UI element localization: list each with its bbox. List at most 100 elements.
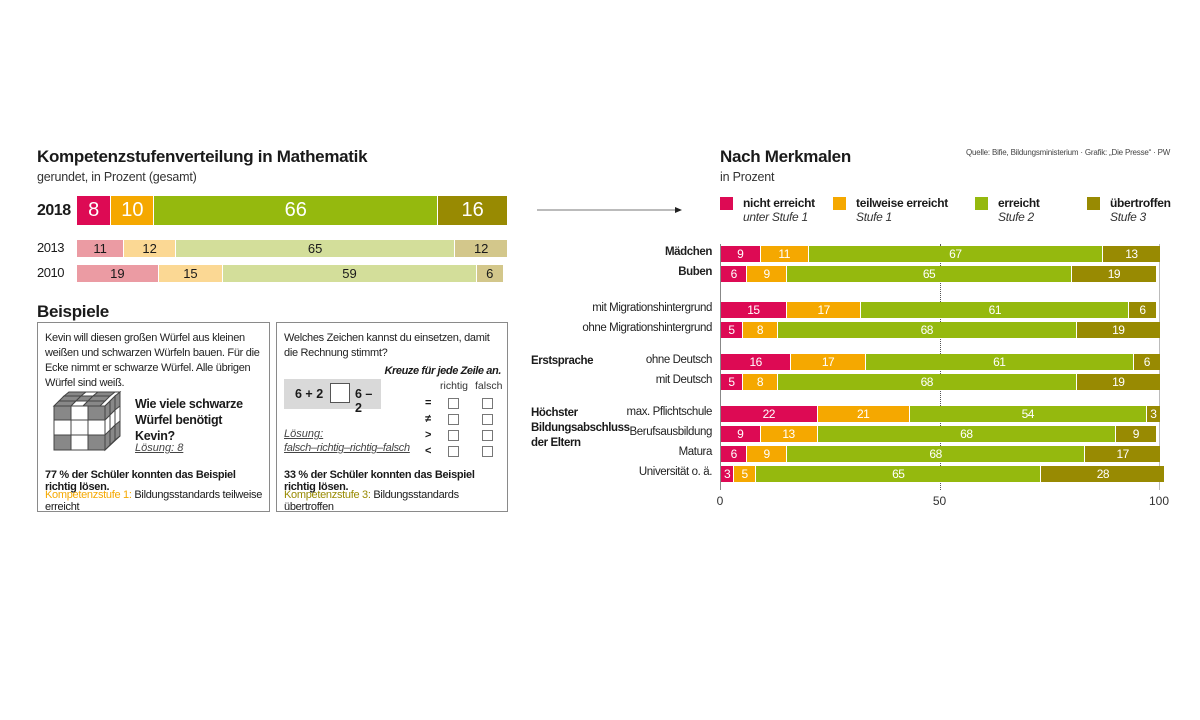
legend-item: teilweise erreicht Stufe 1 xyxy=(833,196,948,224)
checkbox-falsch[interactable] xyxy=(482,414,493,425)
legend-title: nicht erreicht xyxy=(743,196,815,210)
legend-swatch xyxy=(720,197,733,210)
bar-segment: 65 xyxy=(175,240,456,257)
column-richtig: richtig xyxy=(440,380,469,392)
equation-left: 6 + 2 xyxy=(295,387,324,401)
category-label: max. Pflichtschule xyxy=(626,406,713,418)
category-label: Mädchen xyxy=(664,246,712,258)
bar-segment: 16 xyxy=(438,196,507,225)
example-1-text: Kevin will diesen großen Würfel aus klei… xyxy=(45,332,260,389)
bar-segment: 5 xyxy=(721,374,743,390)
right-chart-subtitle: in Prozent xyxy=(720,170,775,184)
bar-row: 9 11 67 13 xyxy=(721,246,1160,262)
checkbox-richtig[interactable] xyxy=(448,430,459,441)
checkbox-falsch[interactable] xyxy=(482,398,493,409)
legend-title: erreicht xyxy=(998,196,1040,210)
comparison-symbol: < xyxy=(425,445,432,457)
bar-segment: 6 xyxy=(476,265,503,282)
bar-row-2010: 19 15 59 6 xyxy=(77,265,503,282)
group-label-bildung: Höchster Bildungsabschluss der Eltern xyxy=(531,407,630,449)
bar-segment: 21 xyxy=(817,406,910,422)
bar-segment: 9 xyxy=(747,266,787,282)
legend-subtitle: unter Stufe 1 xyxy=(743,210,808,224)
year-label: 2010 xyxy=(37,264,64,280)
example-2-result: 33 % der Schüler konnten das Beispiel ri… xyxy=(284,469,475,493)
comparison-symbol: ≠ xyxy=(425,413,432,425)
bar-segment: 9 xyxy=(747,446,787,462)
bar-segment: 17 xyxy=(786,302,862,318)
right-chart-title: Nach Merkmalen xyxy=(720,147,851,166)
left-chart-title: Kompetenzstufenverteilung in Mathematik xyxy=(37,147,368,166)
bar-row: 16 17 61 6 xyxy=(721,354,1160,370)
bar-segment: 19 xyxy=(77,265,159,282)
checkbox-falsch[interactable] xyxy=(482,446,493,457)
example-1-question: Wie viele schwarze Würfel benötigt Kevin… xyxy=(135,397,243,443)
legend-subtitle: Stufe 1 xyxy=(856,210,892,224)
bar-row-2013: 11 12 65 12 xyxy=(77,240,507,257)
left-chart-subtitle: gerundet, in Prozent (gesamt) xyxy=(37,170,197,184)
example-box-2: Welches Zeichen kannst du einsetzen, dam… xyxy=(276,322,508,513)
bar-segment: 19 xyxy=(1072,266,1156,282)
checkbox-falsch[interactable] xyxy=(482,430,493,441)
bar-segment: 11 xyxy=(760,246,809,262)
bar-segment: 61 xyxy=(865,354,1134,370)
bar-segment: 9 xyxy=(721,426,761,442)
category-label: mit Deutsch xyxy=(655,374,713,386)
legend-text: erreicht Stufe 2 xyxy=(998,196,1040,224)
checkbox-richtig[interactable] xyxy=(448,446,459,457)
bar-segment: 68 xyxy=(817,426,1117,442)
bar-segment: 65 xyxy=(756,466,1042,482)
example-box-1: Kevin will diesen großen Würfel aus klei… xyxy=(37,322,270,513)
example-2-level-label: Kompetenzstufe 3: xyxy=(284,489,371,501)
bar-segment: 15 xyxy=(158,265,224,282)
bar-segment: 66 xyxy=(154,196,439,225)
example-1-level-text: Bildungsstandards teilweise erreicht xyxy=(45,489,263,513)
legend-item: übertroffen Stufe 3 xyxy=(1087,196,1171,224)
legend-text: nicht erreicht unter Stufe 1 xyxy=(743,196,815,224)
bar-segment: 68 xyxy=(786,446,1086,462)
year-label: 2018 xyxy=(37,201,71,219)
legend-subtitle: Stufe 2 xyxy=(998,210,1034,224)
bar-row: 9 13 68 9 xyxy=(721,426,1156,442)
bar-segment: 10 xyxy=(111,196,155,225)
bar-segment: 65 xyxy=(786,266,1073,282)
bar-segment: 6 xyxy=(721,446,748,462)
bar-segment: 16 xyxy=(721,354,792,370)
example-1-solution: Lösung: 8 xyxy=(135,442,184,454)
bar-segment: 3 xyxy=(721,466,735,482)
cube-icon xyxy=(52,390,122,452)
bar-segment: 13 xyxy=(760,426,818,442)
bar-segment: 22 xyxy=(721,406,818,422)
legend-swatch xyxy=(833,197,846,210)
example-2-solution-label: Lösung: xyxy=(284,428,324,440)
bar-segment: 12 xyxy=(455,240,507,257)
bar-segment: 68 xyxy=(778,322,1077,338)
category-label: ohne Deutsch xyxy=(645,354,713,366)
checkbox-richtig[interactable] xyxy=(448,414,459,425)
bar-segment: 68 xyxy=(778,374,1077,390)
x-tick-label: 100 xyxy=(1148,494,1170,508)
bar-segment: 8 xyxy=(742,322,779,338)
bar-segment: 19 xyxy=(1076,374,1160,390)
checkbox-richtig[interactable] xyxy=(448,398,459,409)
x-tick-label: 0 xyxy=(716,494,724,508)
example-2-level: Kompetenzstufe 3: Bildungsstandards über… xyxy=(284,489,507,513)
bar-segment: 5 xyxy=(721,322,743,338)
bar-segment: 15 xyxy=(721,302,787,318)
example-1-level-label: Kompetenzstufe 1: xyxy=(45,489,132,501)
column-falsch: falsch xyxy=(475,380,503,392)
bar-segment: 17 xyxy=(791,354,866,370)
bar-row: 6 9 68 17 xyxy=(721,446,1160,462)
source-note: Quelle: Bifie, Bildungsministerium · Gra… xyxy=(966,148,1171,157)
legend-text: übertroffen Stufe 3 xyxy=(1110,196,1171,224)
x-tick-label: 50 xyxy=(932,494,947,508)
comparison-symbol: > xyxy=(425,429,432,441)
bar-segment: 54 xyxy=(909,406,1147,422)
year-label: 2013 xyxy=(37,239,64,255)
bar-row: 3 5 65 28 xyxy=(721,466,1165,482)
y-axis-line xyxy=(720,244,721,490)
bar-segment: 28 xyxy=(1041,466,1165,482)
bar-row: 6 9 65 19 xyxy=(721,266,1156,282)
legend-item: erreicht Stufe 2 xyxy=(975,196,1040,224)
example-1-level: Kompetenzstufe 1: Bildungsstandards teil… xyxy=(45,489,269,513)
